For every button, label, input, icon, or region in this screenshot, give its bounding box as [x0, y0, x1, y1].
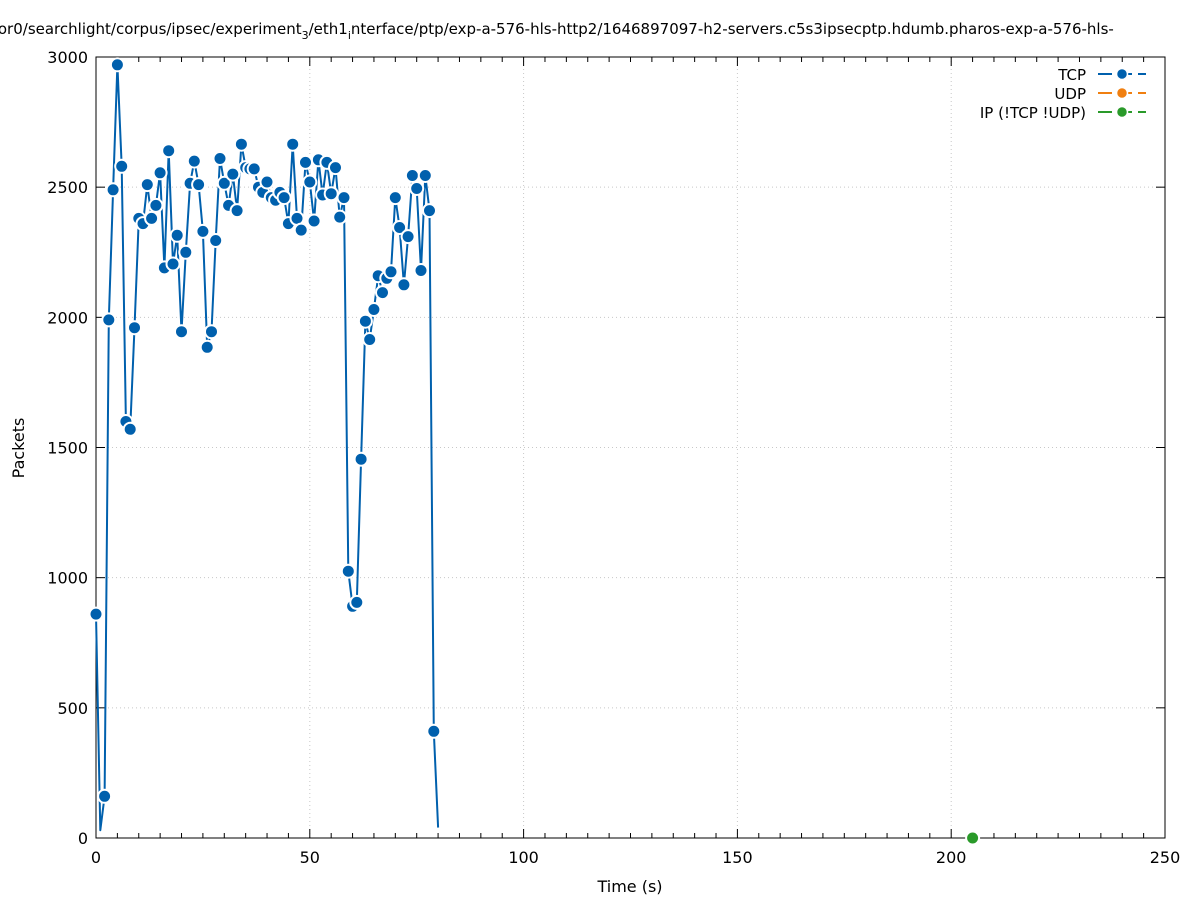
data-point	[174, 324, 189, 340]
data-point	[204, 324, 219, 340]
x-axis-label: Time (s)	[596, 877, 662, 896]
data-point	[114, 158, 130, 174]
data-point	[109, 57, 125, 73]
legend-marker	[1115, 105, 1129, 119]
y-tick-label: 500	[57, 699, 88, 718]
data-point	[139, 177, 155, 193]
data-point	[152, 165, 168, 181]
data-point	[422, 203, 437, 219]
data-point	[161, 143, 177, 159]
y-tick-label: 3000	[47, 48, 88, 67]
data-point	[199, 339, 215, 355]
data-point	[362, 332, 378, 347]
data-point	[285, 136, 301, 152]
data-point	[169, 227, 185, 243]
y-tick-label: 0	[78, 829, 88, 848]
y-tick-label: 2500	[47, 178, 88, 197]
data-point	[375, 285, 390, 301]
axis-ticks	[95, 56, 1166, 839]
data-point	[426, 723, 442, 739]
data-point	[105, 182, 121, 198]
data-point	[122, 421, 138, 437]
legend-label: IP (!TCP !UDP)	[980, 104, 1086, 122]
x-tick-label: 200	[936, 848, 967, 867]
data-point	[127, 320, 142, 336]
data-point	[404, 168, 420, 183]
data-point	[332, 209, 348, 225]
data-point	[302, 174, 318, 190]
x-tick-label: 50	[300, 848, 320, 867]
data-point	[340, 563, 356, 579]
y-tick-label: 2000	[47, 308, 88, 327]
data-point	[259, 174, 275, 190]
series-layer	[88, 57, 981, 846]
x-tick-label: 250	[1150, 848, 1181, 867]
legend-marker	[1115, 67, 1129, 81]
data-point	[186, 153, 202, 169]
x-tick-label: 100	[508, 848, 539, 867]
series-0	[88, 57, 442, 832]
data-point	[353, 451, 369, 467]
y-tick-label: 1500	[47, 439, 88, 458]
data-point	[392, 220, 408, 235]
data-point	[191, 177, 207, 193]
data-point	[144, 210, 160, 226]
data-point	[383, 264, 399, 280]
legend-marker	[1115, 86, 1129, 100]
x-tick-label: 0	[91, 848, 101, 867]
y-axis-label: Packets	[9, 418, 28, 479]
data-point	[366, 302, 382, 317]
data-point	[216, 175, 232, 191]
data-point	[298, 154, 313, 170]
data-point	[225, 166, 241, 182]
data-point	[101, 312, 117, 328]
data-point	[208, 233, 224, 248]
legend-label: UDP	[1054, 85, 1086, 103]
x-tick-label: 150	[722, 848, 753, 867]
data-point	[965, 830, 981, 846]
y-tick-label: 1000	[47, 569, 88, 588]
data-point	[387, 190, 403, 206]
data-point	[276, 190, 292, 206]
data-point	[328, 160, 343, 176]
series-2	[965, 830, 981, 846]
data-point	[396, 277, 412, 293]
data-point	[88, 606, 104, 622]
data-point	[229, 203, 245, 219]
data-point	[293, 222, 309, 238]
data-point	[148, 197, 164, 213]
data-point	[413, 263, 429, 278]
data-point	[178, 244, 194, 260]
chart-title: tor0/searchlight/corpus/ipsec/experiment…	[0, 20, 1114, 42]
data-point	[97, 788, 113, 804]
data-point	[246, 161, 262, 177]
data-point	[306, 213, 322, 229]
data-point	[212, 151, 228, 166]
data-point	[400, 229, 416, 245]
data-point	[357, 313, 373, 329]
data-point	[165, 256, 181, 272]
data-point	[336, 190, 352, 206]
data-point	[409, 181, 425, 196]
data-point	[417, 168, 433, 183]
data-point	[323, 186, 339, 202]
legend-label: TCP	[1057, 66, 1086, 84]
data-point	[233, 136, 249, 152]
data-point	[195, 223, 211, 239]
data-point	[349, 594, 365, 610]
